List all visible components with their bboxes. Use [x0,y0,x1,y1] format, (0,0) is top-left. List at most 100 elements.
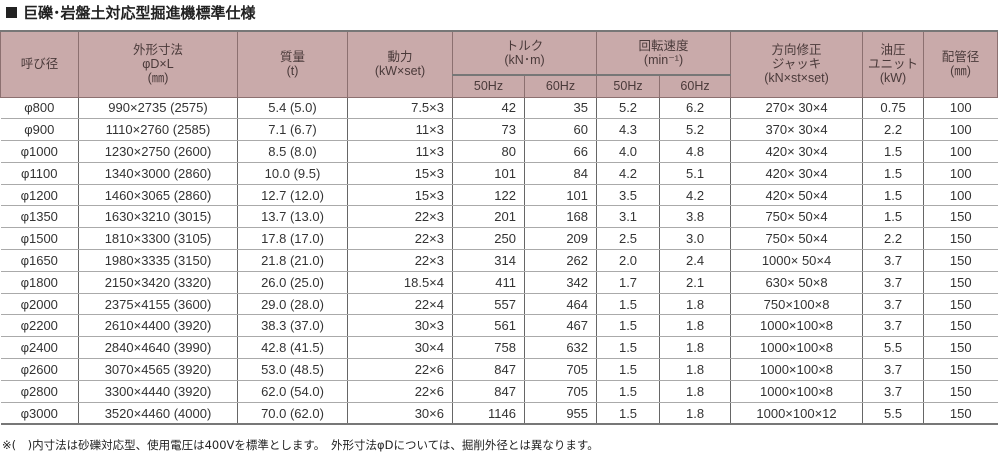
cell-speed-60hz: 1.8 [659,336,731,360]
cell-torque-50hz: 201 [452,205,525,229]
table-row: φ2400 2840×4640 (3990) 42.8 (41.5) 30×4 758 6… [0,336,998,360]
cell-hydraulic: 0.75 [862,97,924,120]
cell-torque-50hz: 101 [452,162,525,185]
cell-mass: 17.8 (17.0) [237,227,348,251]
cell-torque-50hz: 561 [452,314,525,338]
cell-nominal: φ2600 [0,358,79,381]
cell-torque-60hz: 101 [523,184,597,207]
cell-jack: 420× 30×4 [730,162,863,185]
cell-jack: 1000×100×8 [730,336,863,360]
cell-mass: 13.7 (13.0) [237,205,348,229]
cell-outer-dim: 2150×3420 (3320) [78,271,238,294]
cell-outer-dim: 1230×2750 (2600) [78,140,238,163]
cell-power: 15×3 [347,184,453,207]
cell-nominal: φ2400 [0,336,79,360]
header-outer-dim: 外形寸法 φD×L (㎜) [78,30,238,98]
cell-nominal: φ1350 [0,205,79,229]
cell-torque-50hz: 758 [452,336,525,360]
header-mass: 質量 (t) [237,30,348,98]
table-title: 巨礫･岩盤土対応型掘進機標準仕様 [6,2,256,23]
cell-pipe: 150 [923,380,998,403]
cell-speed-50hz: 1.5 [596,314,660,338]
table-row: φ2800 3300×4440 (3920) 62.0 (54.0) 22×6 847 7… [0,380,998,403]
cell-torque-50hz: 73 [452,118,525,142]
square-bullet-icon [6,7,17,18]
cell-hydraulic: 5.5 [862,336,924,360]
cell-nominal: φ1800 [0,271,79,294]
cell-speed-60hz: 1.8 [659,358,731,381]
cell-speed-50hz: 4.2 [596,162,660,185]
cell-torque-60hz: 35 [523,97,597,120]
cell-hydraulic: 1.5 [862,140,924,163]
cell-outer-dim: 3070×4565 (3920) [78,358,238,381]
cell-speed-60hz: 6.2 [659,97,731,120]
cell-mass: 26.0 (25.0) [237,271,348,294]
cell-mass: 7.1 (6.7) [237,118,348,142]
cell-mass: 21.8 (21.0) [237,249,348,272]
cell-torque-50hz: 250 [452,227,525,251]
cell-outer-dim: 1460×3065 (2860) [78,184,238,207]
cell-mass: 42.8 (41.5) [237,336,348,360]
cell-speed-60hz: 3.0 [659,227,731,251]
cell-jack: 1000×100×12 [730,402,863,426]
cell-nominal: φ1500 [0,227,79,251]
cell-jack: 370× 30×4 [730,118,863,142]
cell-mass: 5.4 (5.0) [237,97,348,120]
cell-outer-dim: 3520×4460 (4000) [78,402,238,426]
cell-speed-60hz: 1.8 [659,402,731,426]
cell-power: 30×4 [347,336,453,360]
cell-outer-dim: 990×2735 (2575) [78,97,238,120]
cell-speed-60hz: 1.8 [659,293,731,316]
cell-pipe: 150 [923,293,998,316]
cell-pipe: 150 [923,314,998,338]
cell-hydraulic: 5.5 [862,402,924,426]
cell-jack: 1000×100×8 [730,314,863,338]
cell-power: 22×4 [347,293,453,316]
cell-torque-60hz: 168 [523,205,597,229]
cell-speed-50hz: 4.0 [596,140,660,163]
cell-nominal: φ3000 [0,402,79,426]
footnote: ※( )内寸法は砂礫対応型、使用電圧は400Vを標準とします。 外形寸法φDにつ… [2,438,599,452]
table-row: φ900 1110×2760 (2585) 7.1 (6.7) 11×3 73 60 4.3… [0,118,998,142]
table-row: φ1000 1230×2750 (2600) 8.5 (8.0) 11×3 80 66 4.… [0,140,998,163]
cell-power: 11×3 [347,140,453,163]
cell-jack: 1000×100×8 [730,380,863,403]
cell-speed-60hz: 5.1 [659,162,731,185]
cell-jack: 630× 50×8 [730,271,863,294]
cell-torque-50hz: 42 [452,97,525,120]
cell-mass: 29.0 (28.0) [237,293,348,316]
cell-hydraulic: 3.7 [862,271,924,294]
cell-power: 18.5×4 [347,271,453,294]
table-row: φ3000 3520×4460 (4000) 70.0 (62.0) 30×6 1146… [0,402,998,426]
cell-speed-50hz: 1.5 [596,402,660,426]
header-jack: 方向修正 ジャッキ (kN×st×set) [730,30,864,98]
cell-power: 15×3 [347,162,453,185]
title-text: 巨礫･岩盤土対応型掘進機標準仕様 [23,4,256,22]
header-speed-50hz: 50Hz [596,74,661,98]
cell-torque-60hz: 705 [523,358,597,381]
table-row: φ1100 1340×3000 (2860) 10.0 (9.5) 15×3 101 84… [0,162,998,185]
table-row: φ2200 2610×4400 (3920) 38.3 (37.0) 30×3 561 4… [0,314,998,338]
cell-power: 30×3 [347,314,453,338]
cell-hydraulic: 3.7 [862,358,924,381]
cell-speed-50hz: 3.5 [596,184,660,207]
cell-speed-50hz: 1.5 [596,358,660,381]
cell-nominal: φ1100 [0,162,79,185]
cell-torque-50hz: 411 [452,271,525,294]
cell-outer-dim: 2375×4155 (3600) [78,293,238,316]
cell-torque-50hz: 557 [452,293,525,316]
cell-speed-50hz: 1.5 [596,336,660,360]
cell-torque-50hz: 1146 [452,402,525,426]
cell-power: 30×6 [347,402,453,426]
cell-nominal: φ1000 [0,140,79,163]
cell-mass: 38.3 (37.0) [237,314,348,338]
cell-speed-60hz: 5.2 [659,118,731,142]
header-power: 動力 (kW×set) [347,30,453,98]
cell-nominal: φ1200 [0,184,79,207]
cell-hydraulic: 1.5 [862,184,924,207]
cell-torque-60hz: 632 [523,336,597,360]
table-row: φ1800 2150×3420 (3320) 26.0 (25.0) 18.5×4 41… [0,271,998,294]
cell-torque-50hz: 122 [452,184,525,207]
table-row: φ2600 3070×4565 (3920) 53.0 (48.5) 22×6 847 7… [0,358,998,381]
header-torque: トルク (kN･m) [451,30,598,76]
